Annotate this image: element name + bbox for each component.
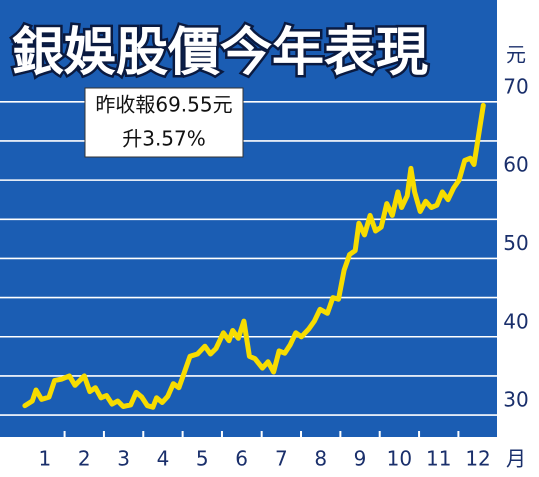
- x-tick-label: 4: [157, 447, 170, 471]
- x-tick-label: 2: [78, 447, 91, 471]
- x-tick-label: 3: [117, 447, 130, 471]
- y-tick-label: 70: [503, 74, 528, 98]
- x-tick-label: 7: [275, 447, 288, 471]
- y-unit: 元: [506, 43, 526, 67]
- x-tick-label: 1: [39, 447, 52, 471]
- x-tick-label: 9: [354, 447, 367, 471]
- x-tick-label: 12: [465, 447, 490, 471]
- annotation-box: [84, 87, 244, 158]
- x-tick-label: 11: [426, 447, 451, 471]
- annotation-text: 昨收報69.55元: [95, 93, 232, 117]
- x-tick-label: 10: [387, 447, 412, 471]
- x-tick-label: 6: [235, 447, 248, 471]
- x-tick-label: 5: [196, 447, 209, 471]
- x-tick-label: 8: [314, 447, 327, 471]
- chart-title: 銀娛股價今年表現: [12, 23, 428, 83]
- y-tick-label: 30: [503, 388, 528, 412]
- x-unit: 月: [506, 447, 526, 471]
- price-line: [22, 102, 486, 410]
- annotation-text: 升3.57%: [122, 127, 206, 151]
- y-tick-label: 50: [503, 231, 528, 255]
- y-tick-label: 60: [503, 153, 528, 177]
- y-tick-label: 40: [503, 309, 528, 333]
